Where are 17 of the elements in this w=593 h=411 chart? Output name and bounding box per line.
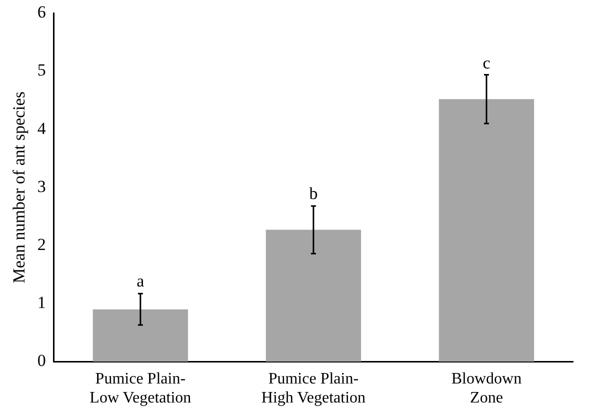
y-tick-label: 2	[37, 234, 46, 254]
bar	[92, 309, 188, 362]
y-tick-label: 0	[37, 351, 46, 370]
annotation: a	[136, 272, 145, 291]
annotation: b	[309, 184, 318, 203]
x-tick-label: Blowdown Zone	[451, 370, 522, 407]
y-tick-label: 1	[37, 293, 46, 312]
bar	[266, 230, 362, 362]
annotation: c	[482, 53, 491, 72]
y-tick-label: 5	[37, 60, 46, 80]
x-tick-label: Pumice Plain- Low Vegetation	[90, 370, 192, 407]
x-tick-label: Pumice Plain- High Vegetation	[261, 370, 366, 407]
y-axis-title: Mean number of ant species	[10, 92, 29, 284]
y-tick-label: 6	[37, 2, 46, 22]
bar	[438, 99, 534, 362]
y-tick-label: 3	[37, 176, 46, 196]
y-tick-label: 4	[37, 118, 46, 138]
